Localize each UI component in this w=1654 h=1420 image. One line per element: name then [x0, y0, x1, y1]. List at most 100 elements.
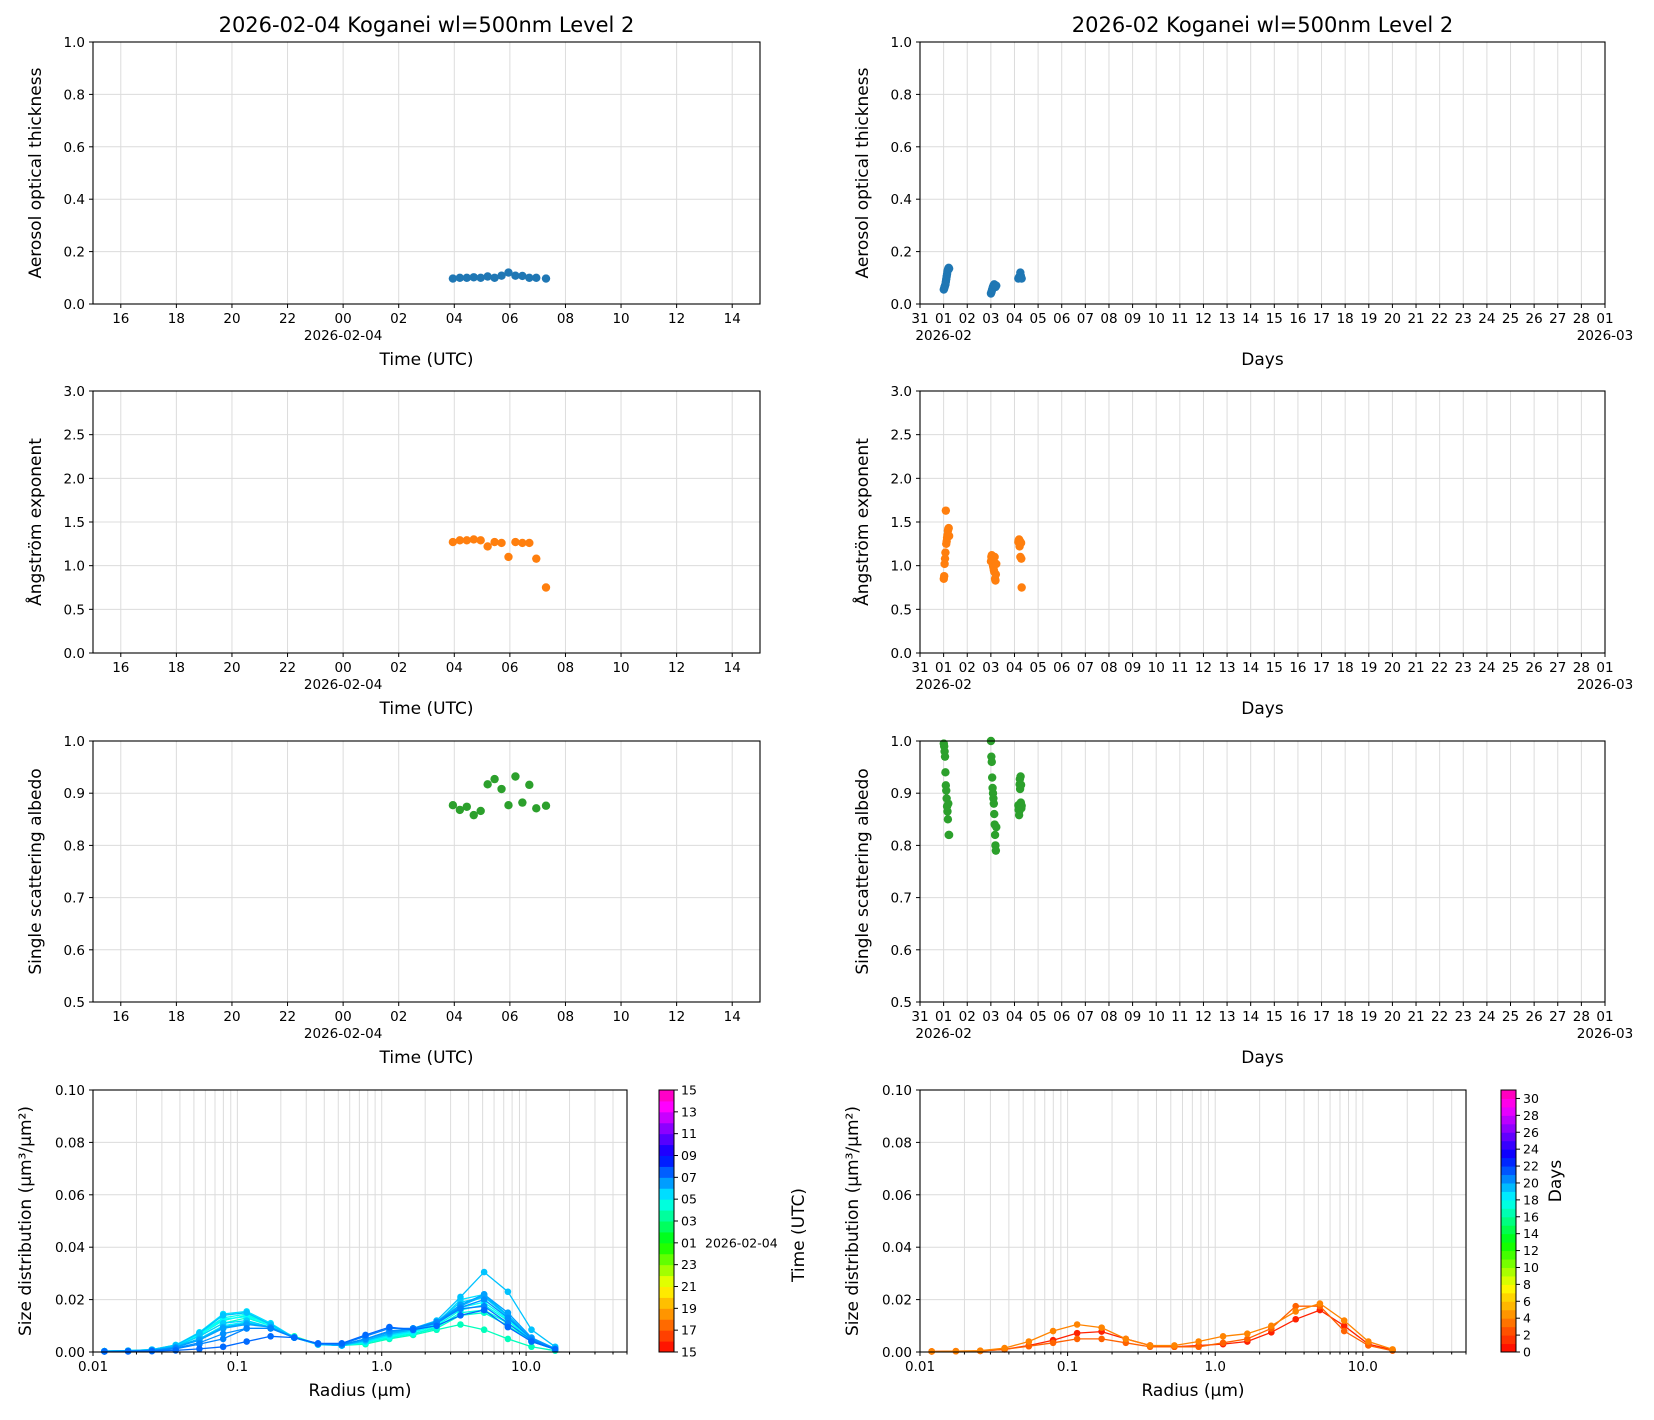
x-tick-sublabel: 2026-03 [1577, 677, 1633, 693]
data-point [532, 554, 541, 563]
colorbar-segment [659, 1188, 674, 1200]
x-tick-label: 20 [223, 1009, 240, 1025]
colorbar-segment [1501, 1090, 1516, 1099]
y-tick-label: 0.5 [891, 602, 912, 618]
x-tick-label: 25 [1502, 311, 1519, 327]
data-point [1268, 1322, 1275, 1330]
x-tick-label: 17 [1313, 311, 1330, 327]
x-tick-label: 09 [1124, 660, 1141, 676]
x-tick-label: 12 [668, 660, 685, 676]
data-point [944, 523, 953, 533]
colorbar-segment [1501, 1309, 1516, 1319]
y-tick-label: 0.7 [64, 891, 85, 907]
x-tick-label: 22 [1431, 660, 1448, 676]
colorbar-segment [1501, 1242, 1516, 1252]
x-tick-label: 11 [1171, 660, 1188, 676]
x-tick-label: 08 [1100, 311, 1117, 327]
y-tick-label: 0.9 [64, 786, 85, 802]
x-tick-label: 20 [223, 311, 240, 327]
colorbar-segment [1501, 1318, 1516, 1328]
data-point [267, 1325, 274, 1332]
data-point [541, 583, 551, 592]
colorbar-segment [659, 1330, 674, 1342]
y-axis-label: Aerosol optical thickness [26, 67, 46, 278]
colorbar-tick-label: 23 [681, 1257, 697, 1272]
data-point [1016, 772, 1025, 781]
colorbar-tick-label: 03 [681, 1214, 697, 1229]
data-point [504, 1288, 512, 1296]
x-tick-label: 17 [1313, 1009, 1330, 1025]
colorbar-date-label: 2026-02-04 [705, 1235, 778, 1250]
data-point [1073, 1335, 1081, 1343]
colorbar-tick-label: 0 [1523, 1345, 1531, 1360]
x-tick-label: 04 [446, 311, 463, 327]
colorbar-segment [659, 1155, 674, 1167]
x-tick-label: 20 [1384, 1009, 1401, 1025]
data-point [941, 506, 951, 515]
y-axis-label: Ångström exponent [24, 438, 46, 606]
data-point [196, 1340, 203, 1348]
colorbar-segment [659, 1199, 674, 1211]
colorbar-segment [1501, 1157, 1516, 1167]
data-point [291, 1334, 298, 1341]
y-tick-label: 0.08 [882, 1135, 912, 1151]
y-tick-label: 0.0 [891, 297, 912, 313]
colorbar-frame [1500, 1089, 1517, 1353]
colorbar-segment [1501, 1123, 1516, 1133]
data-point [1073, 1329, 1081, 1337]
data-point [462, 802, 471, 811]
x-tick-label: 05 [1030, 311, 1047, 327]
colorbar-segment [659, 1275, 674, 1287]
size-distribution-curve [928, 1302, 1396, 1355]
y-axis-label: Size distribution (µm³/µm²) [843, 1106, 863, 1336]
x-tick-label: 18 [1337, 660, 1354, 676]
x-tick-label: 16 [1289, 660, 1306, 676]
y-tick-label: 1.0 [891, 35, 912, 51]
colorbar-tick-label: 15 [681, 1345, 697, 1360]
x-tick-label: 14 [724, 660, 741, 676]
x-tick-label: 22 [1431, 1009, 1448, 1025]
x-tick-label: 00 [335, 311, 352, 327]
data-point [480, 1296, 488, 1303]
data-point [992, 281, 1001, 290]
y-tick-label: 1.5 [891, 515, 912, 531]
y-tick-label: 2.5 [64, 428, 85, 444]
x-tick-label: 10 [612, 1009, 629, 1025]
x-tick-label: 10 [1148, 1009, 1165, 1025]
x-tick-label: 04 [1006, 311, 1023, 327]
x-tick-label: 10 [612, 311, 629, 327]
colorbar-segment [1501, 1275, 1516, 1285]
x-tick-label: 01 [1596, 1009, 1613, 1025]
colorbar-label: Time (UTC) [789, 1188, 809, 1283]
axes-frame [92, 1089, 628, 1353]
data-point [476, 273, 485, 282]
colorbar-tick-label: 09 [681, 1148, 697, 1163]
y-tick-label: 0.2 [64, 245, 85, 261]
x-tick-label: 16 [112, 660, 129, 676]
chart-title: 2026-02 Koganei wl=500nm Level 2 [1072, 13, 1454, 37]
x-tick-label: 18 [1337, 1009, 1354, 1025]
x-tick-label: 16 [1289, 311, 1306, 327]
data-point [941, 768, 950, 777]
x-tick-label: 10 [1148, 311, 1165, 327]
x-tick-label: 07 [1077, 1009, 1094, 1025]
data-point [1146, 1342, 1154, 1349]
data-point [944, 830, 954, 840]
colorbar-tick-label: 20 [1523, 1175, 1539, 1190]
data-point [532, 273, 541, 282]
data-point [992, 559, 1001, 569]
colorbar-tick-label: 6 [1523, 1294, 1531, 1309]
x-tick-label: 14 [1242, 311, 1259, 327]
data-point [1001, 1344, 1008, 1352]
data-point [476, 536, 485, 545]
data-point [497, 271, 506, 280]
data-point [314, 1340, 322, 1347]
x-tick-label: 22 [1431, 311, 1448, 327]
x-tick-label: 31 [911, 1009, 928, 1025]
y-tick-label: 1.0 [64, 734, 85, 750]
data-point [952, 1347, 960, 1355]
x-axis-label: Days [1241, 699, 1284, 719]
x-tick-label: 06 [1053, 660, 1070, 676]
